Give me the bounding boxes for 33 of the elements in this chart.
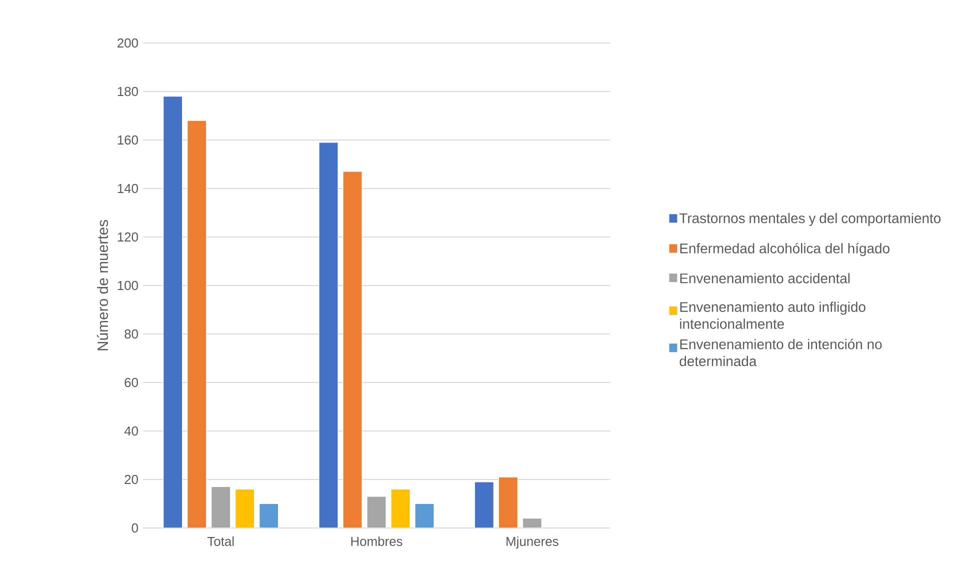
- y-tick-label: 0: [132, 523, 138, 533]
- x-tick-label: Total: [207, 536, 234, 546]
- legend-label: Envenenamiento auto infligido intencionalmente: [680, 302, 866, 329]
- y-tick-label: 60: [124, 378, 138, 388]
- legend-label: Envenenamiento accidental: [680, 273, 850, 284]
- bar: [318, 142, 338, 528]
- y-axis-title: Número de muertes: [96, 220, 108, 350]
- y-tick-label: 200: [118, 38, 138, 48]
- bar: [187, 120, 207, 528]
- y-tick-label: 40: [124, 426, 138, 436]
- y-tick-label: 140: [118, 184, 138, 194]
- bar: [474, 482, 494, 528]
- legend-label: Envenenamiento de intención no determinada: [680, 338, 882, 366]
- x-tick-label: Hombres: [351, 536, 402, 546]
- y-tick-label: 20: [124, 474, 138, 484]
- bar: [235, 488, 255, 528]
- y-tick-label: 160: [118, 135, 138, 145]
- bar: [163, 96, 183, 528]
- y-tick-label: 120: [118, 232, 138, 242]
- bar: [366, 496, 386, 528]
- legend-label: Enfermedad alcohólica del hígado: [680, 242, 890, 256]
- bar: [498, 476, 518, 528]
- bar: [259, 503, 279, 528]
- bar: [522, 518, 542, 528]
- bar: [211, 486, 231, 528]
- bar: [390, 488, 410, 528]
- bar: [342, 171, 362, 528]
- y-tick-label: 100: [118, 280, 138, 290]
- x-tick-label: Mjuneres: [506, 536, 558, 549]
- y-tick-label: 180: [118, 86, 138, 96]
- bar: [414, 503, 434, 528]
- y-tick-label: 80: [124, 329, 138, 339]
- legend-label: Trastornos mentales y del comportamiento: [679, 212, 941, 226]
